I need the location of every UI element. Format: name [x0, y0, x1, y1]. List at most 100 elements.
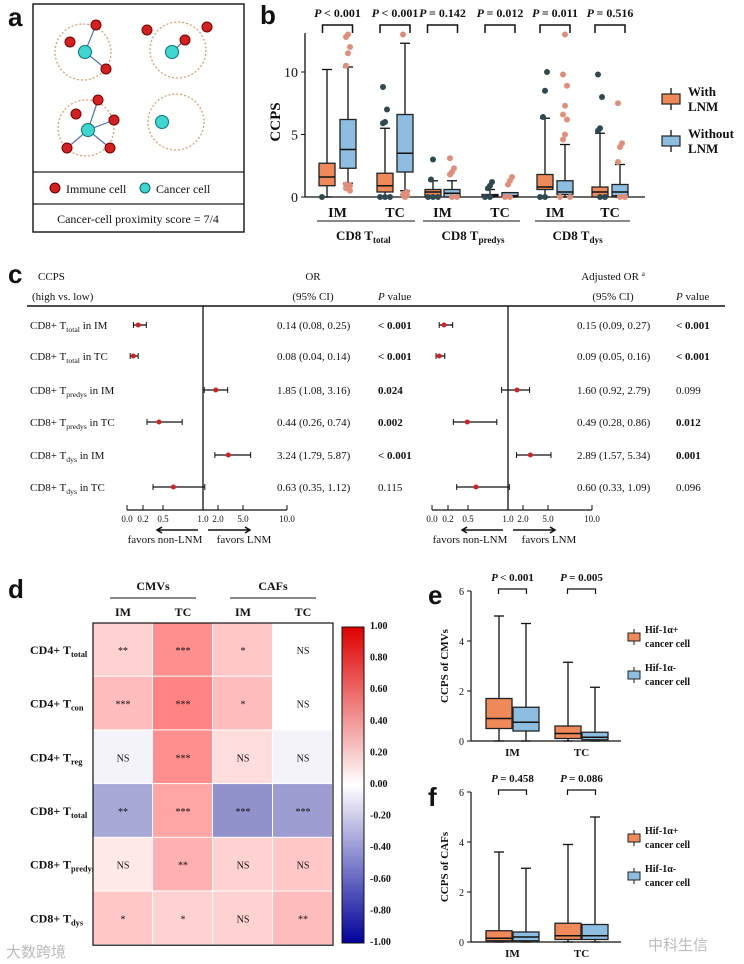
legend-swatch: [661, 93, 681, 105]
box-with-lnm: [481, 179, 499, 200]
group-label: CD8 Ttotal: [336, 228, 391, 245]
x-site-label: IM: [505, 948, 520, 960]
significance-label: **: [178, 861, 188, 872]
heatmap-frame: [92, 622, 334, 946]
p-value-label: P = 0.142: [419, 6, 466, 20]
or-point: [130, 353, 136, 359]
outlier-point: [380, 84, 386, 90]
box-with-lnm: [536, 69, 554, 200]
proximity-ring: [147, 93, 205, 151]
box-iqr: [376, 172, 394, 193]
x-site-label: TC: [385, 206, 404, 221]
arrow-left-icon: [460, 526, 503, 534]
header-or: OR: [305, 271, 321, 283]
significance-label: ***: [176, 807, 191, 818]
panel-label-c: c: [8, 259, 22, 289]
significance-label: NS: [117, 753, 130, 764]
y-axis-label: CCPS of CMVs: [439, 628, 451, 703]
arrow-left-icon: [155, 526, 198, 534]
or-point: [156, 419, 162, 425]
adjusted-or-value: 0.60 (0.33, 1.09): [577, 482, 651, 494]
x-tick-label: 0.5: [462, 514, 474, 524]
outlier-point: [542, 194, 548, 200]
heatmap-cell: [273, 891, 332, 945]
outlier-point: [430, 194, 436, 200]
outlier-point: [489, 179, 495, 185]
colorbar-tick-label: -0.80: [370, 905, 391, 916]
outlier-point: [430, 156, 436, 163]
heatmap-cell: [93, 784, 152, 837]
box-iqr: [581, 731, 609, 741]
outlier-point: [540, 114, 546, 120]
y-tick-label: 6: [459, 788, 464, 799]
box-hif-negative: [512, 622, 540, 742]
box-iqr: [554, 725, 582, 740]
adjusted-or-point: [436, 353, 442, 359]
legend-swatch: [627, 670, 641, 680]
p-value-label: P < 0.001: [372, 6, 419, 20]
row-label: CD8+ Tpredys: [30, 858, 96, 874]
x-tick-label: 5.0: [237, 514, 249, 524]
significance-bracket: [566, 588, 597, 594]
significance-bracket: [321, 24, 354, 33]
legend-swatch: [661, 135, 681, 147]
column-group-label: CAFs: [258, 579, 288, 593]
or-point: [170, 484, 176, 490]
significance-bracket: [539, 24, 571, 33]
significance-label: NS: [297, 861, 310, 872]
significance-bracket: [594, 24, 626, 33]
cancer-cell: [78, 45, 92, 59]
outlier-point: [502, 194, 508, 200]
heatmap-cell: [273, 784, 332, 837]
box-iqr: [396, 113, 414, 173]
row-label: CD4+ Tcon: [30, 697, 84, 713]
cancer-cell-legend-icon: [139, 182, 151, 194]
row-label: CD8+ Tpredys in IM: [30, 385, 114, 399]
legend-label: LNM: [688, 141, 718, 156]
cancer-cell: [81, 123, 95, 137]
box-hif-positive: [485, 615, 513, 742]
heatmap-cell: [273, 623, 332, 676]
row-label: CD8+ Tdys: [30, 911, 84, 927]
significance-label: NS: [297, 753, 310, 764]
outlier-point: [347, 44, 353, 50]
x-site-label: IM: [433, 206, 452, 221]
x-tick-label: 5.0: [542, 514, 554, 524]
x-tick-label: 0.0: [426, 514, 438, 524]
column-group-label: CMVs: [136, 579, 170, 593]
legend-swatch: [627, 871, 641, 881]
favors-lnm-label: favors LNM: [522, 534, 577, 546]
significance-label: ***: [176, 700, 191, 711]
significance-label: ***: [116, 700, 131, 711]
y-tick-label: 0: [459, 737, 464, 748]
legend-label: With: [688, 84, 717, 99]
outlier-point: [602, 194, 608, 200]
legend-label: cancer cell: [645, 677, 690, 688]
header-adjusted-or: Adjusted OR a: [581, 270, 646, 283]
schematic-frame: [32, 3, 245, 233]
box-iqr: [581, 923, 609, 941]
box-iqr: [556, 180, 574, 196]
proximity-score-text: Cancer-cell proximity score = 7/4: [57, 212, 219, 226]
outlier-point: [387, 194, 393, 200]
adjusted-or-value: 1.60 (0.92, 2.79): [577, 385, 651, 397]
x-tick-label: 1.0: [197, 514, 209, 524]
outlier-point: [382, 194, 388, 200]
header-or-ci: (95% CI): [292, 291, 334, 303]
significance-label: ***: [236, 807, 251, 818]
favors-non-lnm-label: favors non-LNM: [128, 534, 203, 546]
outlier-point: [482, 194, 488, 200]
adjusted-or-value: 0.15 (0.09, 0.27): [577, 320, 651, 332]
outlier-point: [599, 94, 605, 100]
box-hif-positive: [554, 843, 582, 943]
panel-label-f: f: [428, 782, 437, 812]
x-tick-label: 10.0: [584, 514, 600, 524]
adjusted-or-value: 0.49 (0.28, 0.86): [577, 417, 651, 429]
p-value-label: P < 0.001: [491, 572, 534, 584]
outlier-point: [595, 71, 601, 78]
heatmap-cell: [213, 623, 272, 676]
box-iqr: [536, 173, 554, 191]
significance-label: NS: [297, 646, 310, 657]
outlier-point: [319, 194, 325, 200]
outlier-point: [428, 176, 434, 183]
